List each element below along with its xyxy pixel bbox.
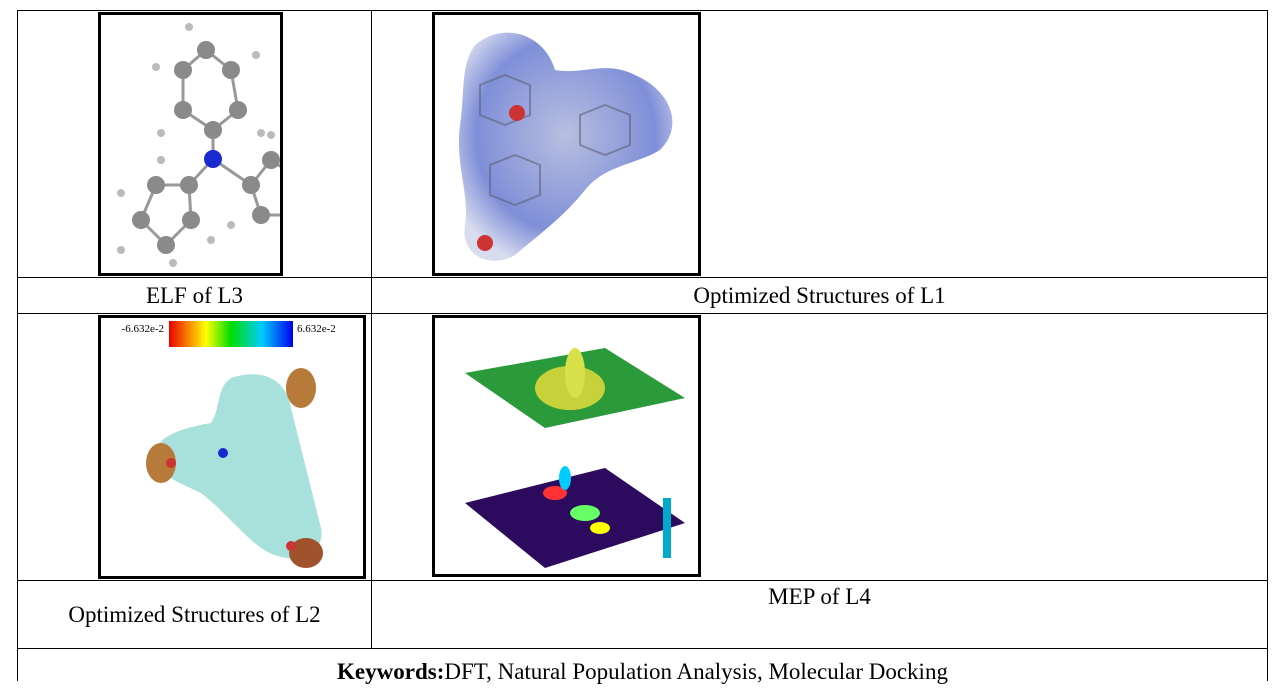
caption: ELF of L3 (18, 278, 371, 313)
colorbar-min: -6.632e-2 (122, 323, 164, 335)
table-border (17, 10, 1268, 11)
table-border (17, 313, 1268, 314)
molecule-drawing (101, 15, 280, 273)
plot3d-image (432, 315, 701, 577)
caption: Optimized Structures of L2 (68, 601, 320, 628)
caption-cell: Optimized Structures of L2 (18, 581, 371, 648)
surface-drawing (435, 15, 698, 273)
mep-drawing: -6.632e-2 6.632e-2 (101, 318, 363, 576)
surface-image (432, 12, 701, 276)
caption: Optimized Structures of L1 (372, 278, 1267, 313)
table-border (371, 10, 372, 648)
keywords-row: Keywords:DFT, Natural Population Analysi… (18, 649, 1267, 689)
caption: MEP of L4 (372, 581, 1267, 648)
plot3d-drawing (435, 318, 698, 574)
mep-image: -6.632e-2 6.632e-2 (98, 315, 366, 579)
molecule-image (98, 12, 283, 276)
page: -6.632e-2 6.632e-2 ELF of L3 Optimized S… (0, 0, 1285, 681)
colorbar-max: 6.632e-2 (297, 323, 336, 335)
